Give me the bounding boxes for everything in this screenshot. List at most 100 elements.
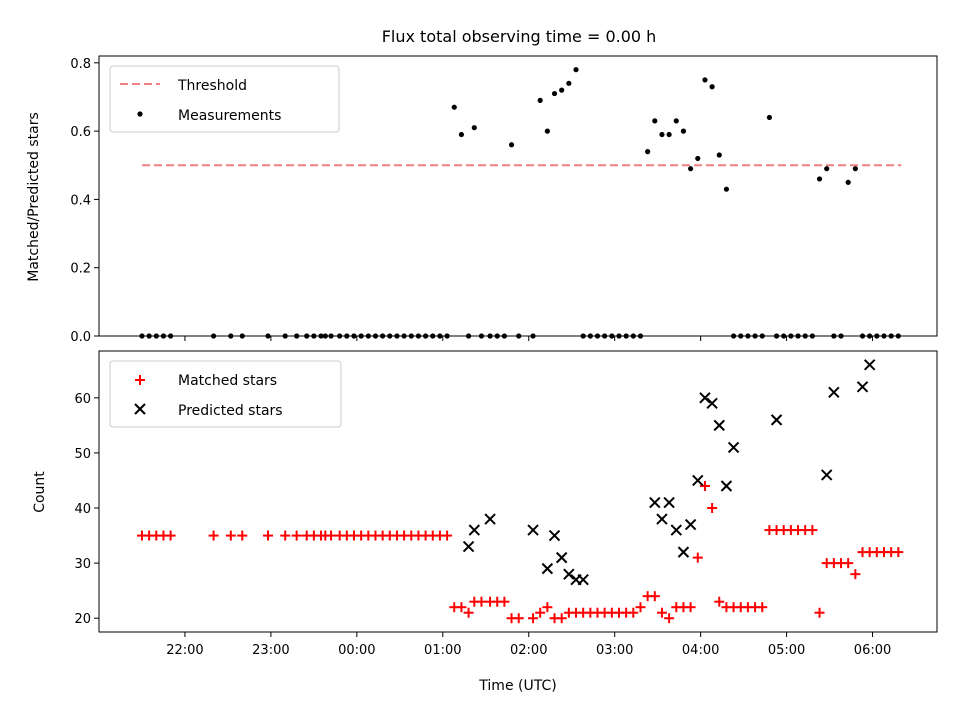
legend-matched-label: Matched stars: [178, 373, 277, 389]
matched-point: [237, 530, 248, 541]
predicted-point-b: [649, 496, 661, 509]
bottom-legend: Matched stars Predicted stars: [109, 360, 342, 428]
top-y-tick-label: 0.2: [70, 262, 91, 277]
matched-point: [649, 591, 660, 602]
x-tick-label: 04:00: [682, 643, 719, 658]
matched-point: [692, 552, 703, 563]
x-tick-label: 02:00: [510, 643, 547, 658]
matched-point: [291, 530, 302, 541]
predicted-point: [649, 496, 661, 509]
predicted-point-b: [699, 392, 711, 404]
x-tick-label: 00:00: [338, 643, 375, 658]
predicted-point: [706, 397, 718, 410]
predicted-point: [577, 573, 589, 586]
predicted-point: [820, 469, 833, 481]
predicted-point-b: [541, 562, 554, 575]
predicted-point: [527, 524, 539, 536]
predicted-point: [863, 359, 876, 371]
measurement-point: [816, 176, 823, 182]
matched-point: [656, 607, 667, 618]
measurement-point: [544, 128, 550, 134]
measurement-point: [458, 131, 465, 138]
matched-point: [664, 613, 675, 624]
top-y-tick-label: 0.4: [70, 193, 91, 208]
bottom-y-axis-label: Count: [32, 471, 48, 513]
predicted-point: [670, 524, 682, 536]
matched-point: [225, 530, 236, 541]
measurement-point: [709, 84, 715, 90]
predicted-point: [692, 474, 704, 487]
bottom-y-tick-label: 60: [74, 392, 91, 407]
predicted-point: [484, 513, 496, 525]
predicted-point: [699, 392, 711, 404]
matched-point: [707, 503, 718, 514]
legend-predicted-label: Predicted stars: [178, 403, 283, 419]
predicted-point-b: [713, 419, 725, 432]
x-tick-label: 03:00: [596, 643, 633, 658]
x-tick-label: 23:00: [252, 643, 289, 658]
measurement-point: [559, 87, 565, 93]
x-tick-label: 22:00: [166, 643, 203, 658]
predicted-point-b: [692, 474, 704, 487]
matched-point: [456, 602, 467, 613]
top-legend-box: [109, 65, 340, 133]
predicted-point: [541, 562, 554, 575]
measurement-point: [566, 80, 572, 86]
x-tick-label: 06:00: [854, 643, 891, 658]
legend-threshold-label: Threshold: [177, 78, 247, 94]
top-y-tick-label: 0.8: [70, 57, 91, 72]
x-tick-label: 05:00: [768, 643, 805, 658]
legend-measurements-swatch: [137, 111, 143, 117]
predicted-point: [663, 496, 675, 509]
predicted-point-b: [484, 513, 496, 525]
predicted-point-b: [563, 568, 575, 580]
predicted-point-b: [468, 524, 481, 536]
top-legend: Threshold Measurements: [109, 65, 340, 133]
predicted-point: [563, 568, 575, 580]
predicted-point-b: [770, 414, 783, 426]
x-axis-label: Time (UTC): [478, 678, 556, 694]
matched-point: [463, 607, 474, 618]
measurement-point: [666, 131, 672, 138]
predicted-point: [770, 414, 783, 426]
predicted-point-b: [706, 397, 718, 410]
predicted-point-b: [577, 573, 589, 586]
predicted-point-b: [684, 518, 697, 531]
matched-point: [556, 613, 567, 624]
top-y-tick-label: 0.0: [70, 330, 91, 345]
matched-point: [635, 602, 646, 613]
predicted-point-b: [527, 524, 539, 536]
measurement-point: [451, 104, 457, 110]
matched-point: [326, 530, 337, 541]
matched-point: [263, 530, 274, 541]
predicted-point: [656, 513, 668, 525]
matched-point: [513, 613, 524, 624]
predicted-point: [727, 441, 740, 454]
matched-point: [165, 530, 176, 541]
measurement-point: [845, 179, 851, 185]
measurement-point: [824, 166, 830, 172]
matched-point: [442, 530, 453, 541]
bottom-axes-frame: [98, 350, 938, 633]
legend-predicted-swatch-b: [134, 403, 146, 415]
predicted-point-b: [828, 386, 840, 399]
top-axes-frame: [98, 55, 938, 337]
predicted-point: [828, 386, 840, 399]
matched-point: [893, 547, 904, 558]
predicted-point: [468, 524, 481, 536]
predicted-point-b: [555, 551, 568, 564]
predicted-point-b: [856, 381, 869, 393]
top-y-axis-label: Matched/Predicted stars: [26, 112, 42, 282]
measurement-point: [702, 77, 708, 83]
measurement-point: [723, 186, 730, 192]
top-panel: 0.0 0.2 0.4 0.6 0.8 Threshold Measurements: [70, 55, 938, 345]
predicted-point: [677, 546, 690, 558]
bottom-legend-box: [109, 360, 342, 428]
measurement-point: [688, 166, 694, 172]
predicted-point-b: [863, 359, 876, 371]
measurement-point: [471, 125, 477, 131]
predicted-point: [462, 540, 475, 553]
measurement-point: [537, 97, 543, 103]
predicted-point-b: [462, 540, 475, 553]
